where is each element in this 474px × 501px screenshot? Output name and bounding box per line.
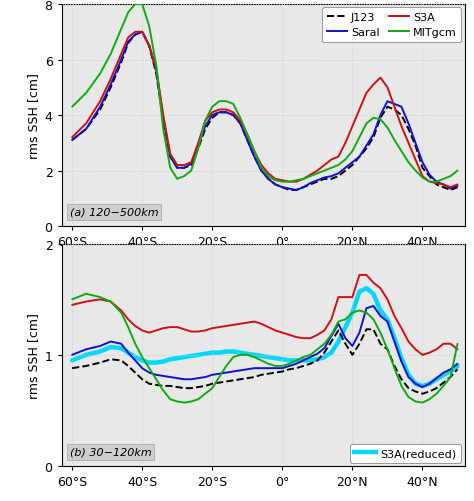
Y-axis label: rms SSH [cm]: rms SSH [cm]	[27, 73, 40, 159]
Legend: S3A(reduced): S3A(reduced)	[349, 444, 461, 462]
Y-axis label: rms SSH [cm]: rms SSH [cm]	[27, 312, 40, 398]
Text: (a) 120−500km: (a) 120−500km	[70, 207, 158, 217]
Legend: J123, Saral, S3A, MITgcm: J123, Saral, S3A, MITgcm	[322, 9, 461, 43]
Text: (b) 30−120km: (b) 30−120km	[70, 447, 151, 457]
